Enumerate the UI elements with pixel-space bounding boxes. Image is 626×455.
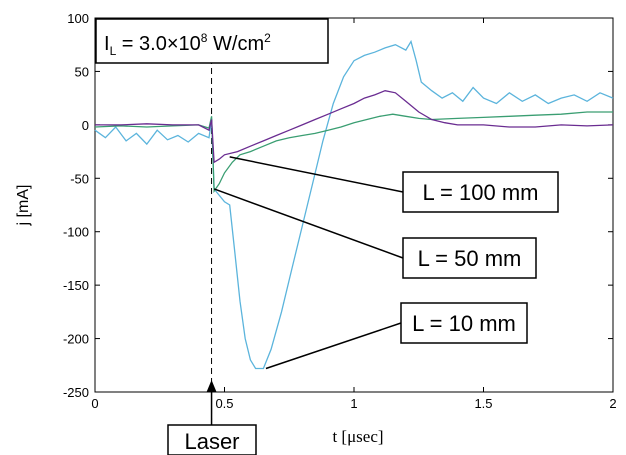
callout-box (400, 302, 528, 344)
y-tick-label: 100 (67, 11, 89, 26)
y-tick-label: -250 (63, 385, 89, 400)
y-tick-label: 50 (75, 64, 89, 79)
series-line (94, 39, 614, 370)
y-tick-label: -200 (63, 332, 89, 347)
axis-ticks: 0 0.5 1 1.5 2 100 50 0 -50 -100 -150 -200 -250 (63, 11, 617, 411)
callout-label: L = 100 mm (423, 180, 539, 205)
x-tick-label: 0.5 (215, 396, 233, 411)
x-tick-label: 1.5 (474, 396, 492, 411)
laser-label-text: Laser (184, 429, 239, 454)
y-tick-label: -150 (63, 278, 89, 293)
y-tick-label: -100 (63, 225, 89, 240)
callout-label: L = 10 mm (412, 311, 516, 336)
callout-box (402, 237, 537, 279)
x-axis-label: t [μsec] (332, 427, 383, 446)
callout-leader (265, 322, 402, 370)
series-line (95, 90, 614, 164)
condition-label: IL = 3.0×108 W/cm2 (95, 18, 329, 64)
y-tick-label: -50 (70, 171, 89, 186)
laser-arrow-icon (206, 380, 217, 392)
y-tick-label: 0 (82, 118, 89, 133)
condition-label-box (95, 18, 329, 64)
callout-label: L = 50 mm (418, 246, 522, 271)
callout-leader (229, 156, 404, 193)
condition-label-text: IL = 3.0×108 W/cm2 (104, 31, 271, 58)
x-tick-label: 2 (609, 396, 616, 411)
series-layer (94, 39, 614, 370)
laser-label-box (167, 424, 257, 455)
x-tick-label: 0 (91, 396, 98, 411)
laser-marker (206, 18, 217, 425)
callout-leader (213, 188, 404, 259)
x-tick-label: 1 (350, 396, 357, 411)
callout-layer: L = 100 mm L = 50 mm L = 10 mm (213, 156, 559, 370)
laser-label: Laser (167, 424, 257, 455)
y-axis-label: j [mA] (15, 185, 32, 227)
callout-box (402, 171, 559, 213)
